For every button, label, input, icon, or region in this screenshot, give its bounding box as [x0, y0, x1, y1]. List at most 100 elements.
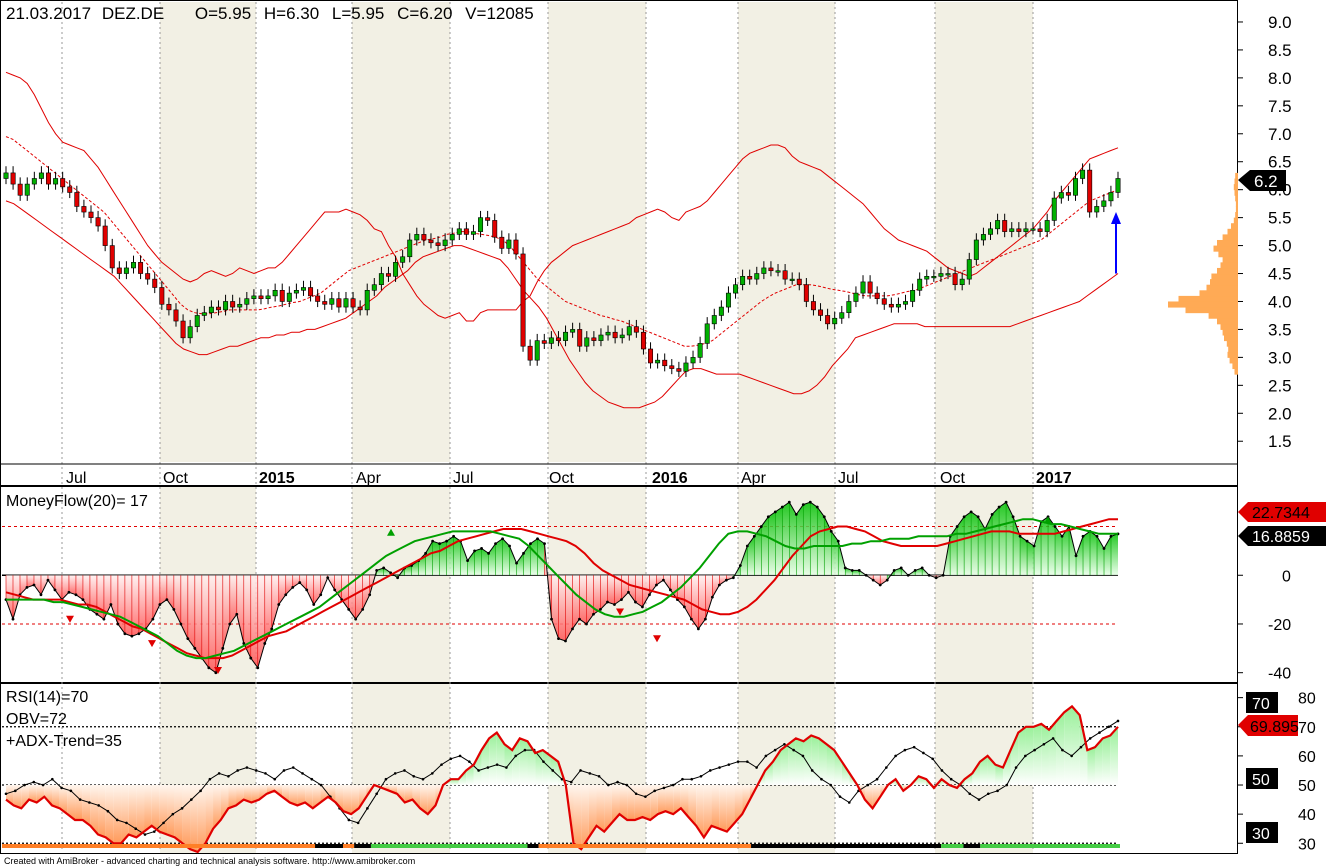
- obv-point: [718, 766, 721, 769]
- rsi-fill-segment: [726, 785, 735, 832]
- rsi-fill-segment: [59, 785, 68, 815]
- date-label: Jul: [66, 470, 86, 487]
- rsi-fill-segment: [182, 785, 191, 850]
- rsi-fill-segment: [450, 779, 459, 786]
- candle: [605, 325, 611, 341]
- mf-value-line: [5, 501, 1119, 674]
- price-tick-label: 3.5: [1268, 320, 1292, 339]
- rsi-legend-rsi: RSI(14)=70: [6, 689, 88, 706]
- mf-area-segment: [1048, 516, 1056, 576]
- mf-point: [857, 568, 861, 572]
- mf-point: [571, 627, 574, 631]
- rsi-fill-segment: [266, 785, 275, 794]
- obv-point: [801, 754, 805, 758]
- obv-point: [162, 821, 165, 825]
- candle: [74, 185, 80, 213]
- bollinger-lower: [5, 200, 1119, 409]
- mf-point: [473, 549, 476, 553]
- candle: [138, 255, 144, 280]
- candle: [874, 286, 880, 305]
- obv-point: [746, 760, 749, 764]
- obv-point: [301, 772, 304, 775]
- candle: [201, 305, 207, 322]
- obv-point: [143, 833, 147, 836]
- obv-point: [1051, 737, 1055, 740]
- obv-point: [51, 777, 54, 781]
- obv-point: [254, 769, 258, 772]
- candle: [53, 171, 59, 190]
- candle: [676, 361, 682, 377]
- obv-point: [366, 807, 369, 810]
- mf-point: [899, 566, 903, 570]
- obv-point: [875, 777, 879, 781]
- rsi-y-axis: 80 70 60 50 40 30: [1238, 691, 1316, 853]
- mf-area-segment: [12, 575, 20, 620]
- candle: [223, 294, 229, 316]
- candle: [810, 294, 816, 316]
- mf-area-segment: [803, 502, 811, 576]
- candle: [293, 283, 299, 299]
- candle: [400, 250, 406, 268]
- mf-area-segment: [1076, 536, 1084, 576]
- adx-trend-segment: [370, 844, 528, 848]
- mf-area-segment: [768, 511, 776, 576]
- candle: [683, 356, 689, 377]
- adx-trend-segment: [538, 844, 752, 848]
- candle: [1051, 191, 1057, 227]
- mf-point: [480, 547, 483, 550]
- mf-point: [829, 530, 833, 533]
- mf-point: [815, 505, 819, 509]
- obv-point: [1079, 745, 1083, 749]
- rsi-fill-segment: [397, 785, 405, 803]
- candle: [31, 171, 37, 190]
- mf-area-segment: [40, 575, 48, 595]
- candle: [3, 166, 9, 185]
- profile-bar: [1178, 295, 1238, 302]
- mf-area-segment: [740, 546, 748, 576]
- mf-area-segment: [565, 575, 573, 642]
- mf-area-segment: [201, 575, 209, 668]
- obv-point: [1098, 731, 1101, 734]
- rsi-fill-segment: [627, 785, 635, 820]
- rsi-fill-segment: [979, 755, 988, 786]
- candle: [322, 294, 328, 310]
- obv-point: [227, 774, 230, 778]
- mf-point: [906, 573, 910, 577]
- mf-point: [787, 500, 791, 504]
- rsi-fill-segment: [389, 785, 398, 794]
- obv-point: [736, 760, 740, 764]
- mf-area-segment: [33, 575, 41, 595]
- candle: [350, 291, 356, 313]
- candle: [485, 210, 491, 227]
- candle: [463, 222, 469, 240]
- mf-point: [717, 583, 721, 587]
- obv-point: [569, 780, 573, 784]
- candle: [598, 328, 604, 347]
- mf-area-segment: [6, 575, 13, 620]
- rsi-fill-segment: [243, 785, 252, 803]
- profile-bar: [1233, 184, 1238, 191]
- obv-point: [310, 777, 314, 781]
- header-high: H=6.30: [264, 4, 319, 23]
- date-label: Jul: [453, 470, 473, 487]
- obv-point: [319, 783, 323, 787]
- obv-point: [88, 801, 91, 804]
- moneyflow-panel-frame: [0, 486, 1238, 683]
- candle: [917, 272, 923, 296]
- obv-point: [440, 763, 443, 766]
- mf-point: [123, 632, 127, 636]
- candle: [733, 278, 739, 299]
- mf-signal-triangle: [1044, 516, 1052, 524]
- candle: [832, 311, 838, 330]
- rsi-tick-label: 70: [1298, 720, 1316, 737]
- mf-point: [648, 593, 651, 597]
- candle: [38, 166, 44, 185]
- mf-point: [368, 593, 372, 597]
- mf-area-segment: [775, 507, 783, 576]
- obv-point: [681, 777, 684, 781]
- candle: [640, 325, 646, 355]
- mf-area-segment: [516, 553, 524, 576]
- rsi-fill-segment: [82, 785, 91, 826]
- candle: [541, 333, 547, 349]
